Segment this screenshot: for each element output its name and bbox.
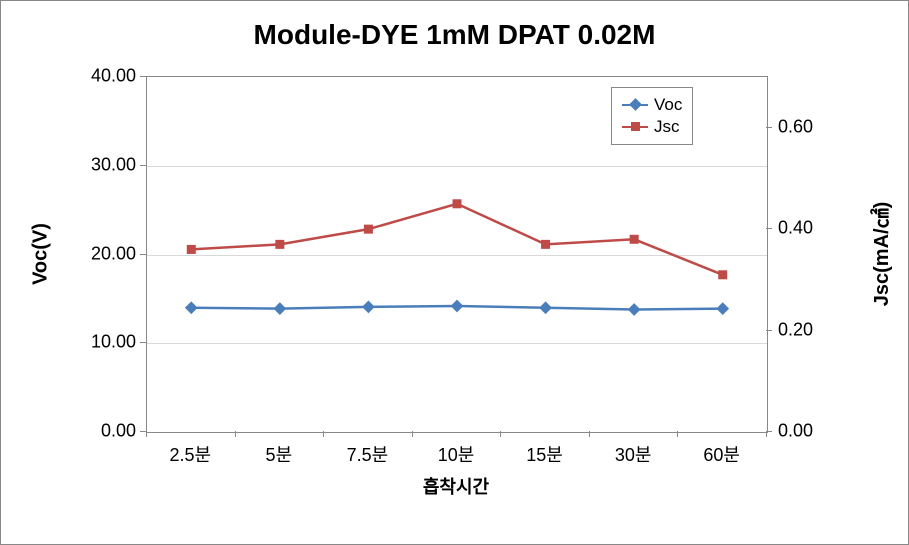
y-left-axis-title: Voc(V) <box>30 223 53 285</box>
y-left-tick-label: 10.00 <box>76 332 136 353</box>
x-tick-label: 10분 <box>438 441 475 467</box>
x-tick <box>500 431 501 437</box>
y-left-tick <box>140 342 146 343</box>
chart-container: Module-DYE 1mM DPAT 0.02M VocJsc 0.00 10.… <box>0 0 909 545</box>
y-right-tick-label: 0.40 <box>778 218 838 239</box>
x-axis-title: 흡착시간 <box>423 473 489 499</box>
y-left-tick <box>140 254 146 255</box>
y-left-tick-label: 30.00 <box>76 154 136 175</box>
legend-item-jsc: Jsc <box>622 116 682 138</box>
x-tick <box>323 431 324 437</box>
y-right-tick <box>766 127 772 128</box>
x-tick <box>235 431 236 437</box>
legend-swatch <box>622 104 648 107</box>
x-tick-label: 7.5분 <box>347 441 389 467</box>
legend-label: Voc <box>654 95 682 115</box>
y-right-axis-title: Jsc(mA/㎠) <box>865 201 894 305</box>
y-left-tick-label: 0.00 <box>76 421 136 442</box>
y-right-tick <box>766 228 772 229</box>
x-tick-label: 15분 <box>526 441 563 467</box>
x-tick-label: 30분 <box>615 441 652 467</box>
y-left-tick <box>140 76 146 77</box>
y-left-tick-label: 20.00 <box>76 243 136 264</box>
y-right-tick <box>766 330 772 331</box>
x-tick <box>589 431 590 437</box>
x-tick-label: 5분 <box>266 441 293 467</box>
legend-swatch <box>622 126 648 129</box>
y-right-tick-label: 0.60 <box>778 116 838 137</box>
legend-label: Jsc <box>654 117 680 137</box>
chart-title: Module-DYE 1mM DPAT 0.02M <box>1 19 908 51</box>
y-left-tick-label: 40.00 <box>76 66 136 87</box>
x-tick <box>766 431 767 437</box>
x-tick-label: 2.5분 <box>169 441 211 467</box>
y-right-tick-label: 0.00 <box>778 421 838 442</box>
y-right-tick-label: 0.20 <box>778 319 838 340</box>
x-tick <box>677 431 678 437</box>
legend-item-voc: Voc <box>622 94 682 116</box>
y-left-tick <box>140 165 146 166</box>
x-tick-label: 60분 <box>703 441 740 467</box>
x-tick <box>412 431 413 437</box>
legend: VocJsc <box>611 87 693 145</box>
